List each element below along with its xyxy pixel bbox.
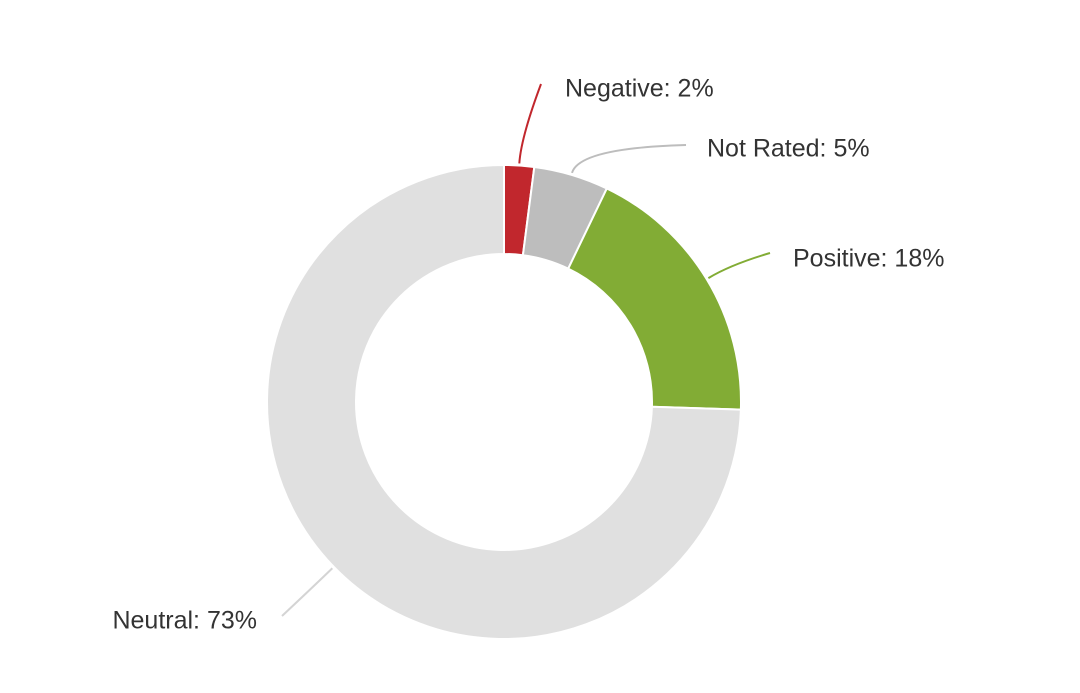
leader-line <box>518 83 542 164</box>
data-label: Positive: 18% <box>793 245 944 273</box>
donut-slice <box>566 187 742 411</box>
data-label: Negative: 2% <box>565 75 714 103</box>
leader-line <box>281 567 334 617</box>
donut-slice <box>266 163 742 640</box>
data-label: Neutral: 73% <box>112 607 257 635</box>
leader-line <box>571 144 687 174</box>
data-label: Not Rated: 5% <box>707 135 870 163</box>
leader-line <box>707 252 771 279</box>
